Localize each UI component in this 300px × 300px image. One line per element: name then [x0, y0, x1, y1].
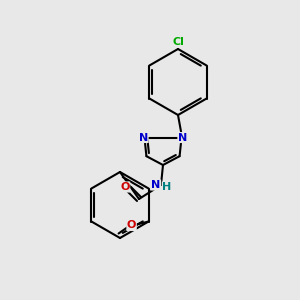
Text: N: N [152, 180, 160, 190]
Text: N: N [139, 133, 148, 142]
Text: Cl: Cl [172, 37, 184, 47]
Text: N: N [178, 133, 187, 142]
Text: O: O [120, 182, 130, 192]
Text: H: H [162, 182, 172, 192]
Text: O: O [127, 220, 136, 230]
